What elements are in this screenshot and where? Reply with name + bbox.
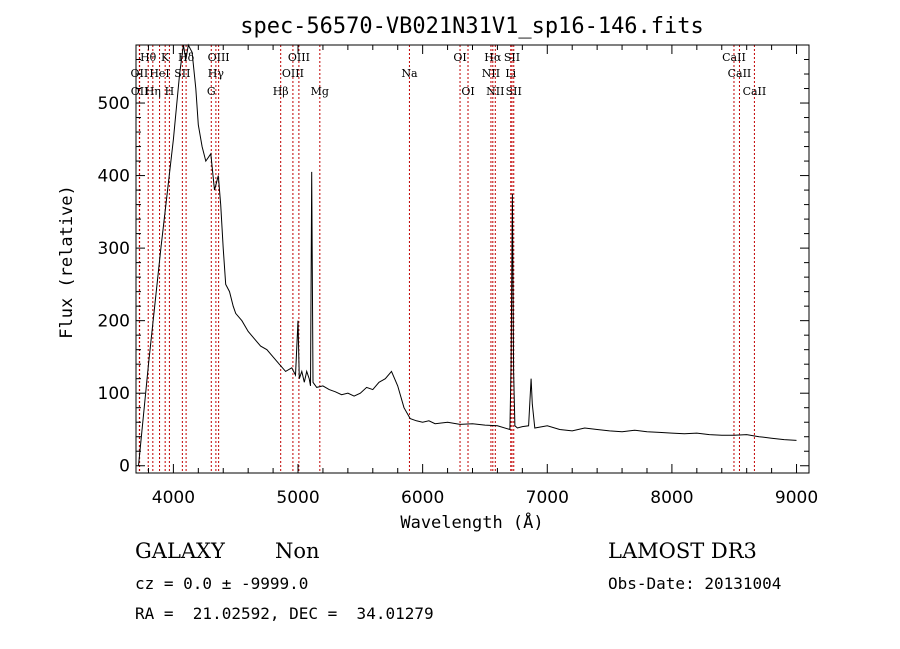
chart-title: spec-56570-VB021N31V1_sp16-146.fits xyxy=(240,14,704,39)
line-label-20: Hα xyxy=(484,51,502,64)
line-label-17: OI xyxy=(453,51,466,64)
line-label-7: SII xyxy=(174,67,190,80)
line-label-26: CaII xyxy=(728,67,752,80)
line-label-25: CaII xyxy=(722,51,746,64)
x-axis-ticks: 4000 5000 6000 7000 8000 9000 xyxy=(147,45,818,508)
coordinates-readout: RA = 21.02592, DEC = 34.01279 xyxy=(135,604,434,623)
line-label-1: OII xyxy=(131,85,149,98)
y-axis-ticks: 0 100 200 300 400 500 xyxy=(98,59,809,477)
line-label-27: CaII xyxy=(743,85,767,98)
line-label-22: SII xyxy=(504,51,520,64)
line-label-2: Hθ xyxy=(140,51,157,64)
y-tick-label-0: 0 xyxy=(119,457,130,477)
x-tick-label-5: 9000 xyxy=(775,488,818,508)
y-tick-label-5: 500 xyxy=(98,94,130,114)
line-label-21: NII xyxy=(486,85,504,98)
line-label-19: NII xyxy=(482,67,500,80)
line-label-14: OIII xyxy=(288,51,310,64)
observation-date: Obs-Date: 20131004 xyxy=(608,574,782,593)
y-tick-label-3: 300 xyxy=(98,239,130,259)
emission-line-markers xyxy=(138,45,755,473)
x-tick-label-0: 4000 xyxy=(152,488,195,508)
object-class: GALAXY xyxy=(135,539,225,563)
object-subclass: Non xyxy=(275,539,320,563)
line-label-9: OIII xyxy=(208,51,230,64)
x-tick-label-4: 8000 xyxy=(650,488,693,508)
line-label-15: Mg xyxy=(311,85,329,98)
y-tick-label-1: 100 xyxy=(98,384,130,404)
line-label-18: OI xyxy=(461,85,474,98)
survey-release: LAMOST DR3 xyxy=(608,539,757,563)
x-axis-label: Wavelength (Å) xyxy=(400,511,543,533)
line-label-16: Na xyxy=(401,67,418,80)
redshift-readout: cz = 0.0 ± -9999.0 xyxy=(135,574,309,593)
line-label-12: Hβ xyxy=(273,85,289,98)
x-tick-label-1: 5000 xyxy=(276,488,319,508)
spectrum-series-line xyxy=(138,43,797,466)
line-label-23: Li xyxy=(505,67,516,80)
line-label-24: SII xyxy=(506,85,522,98)
line-label-5: K xyxy=(161,51,170,64)
line-label-10: Hγ xyxy=(208,67,225,80)
line-label-4: HeI xyxy=(149,67,169,80)
y-tick-label-4: 400 xyxy=(98,167,130,187)
y-tick-label-2: 200 xyxy=(98,312,130,332)
x-tick-label-3: 7000 xyxy=(526,488,569,508)
x-tick-label-2: 6000 xyxy=(401,488,444,508)
y-axis-label: Flux (relative) xyxy=(57,185,77,339)
line-label-6: H xyxy=(165,85,175,98)
line-label-13: OIII xyxy=(282,67,304,80)
line-label-3: Hη xyxy=(145,85,161,98)
plot-frame xyxy=(135,44,810,474)
line-label-11: G xyxy=(207,85,216,98)
line-label-0: OII xyxy=(131,67,149,80)
